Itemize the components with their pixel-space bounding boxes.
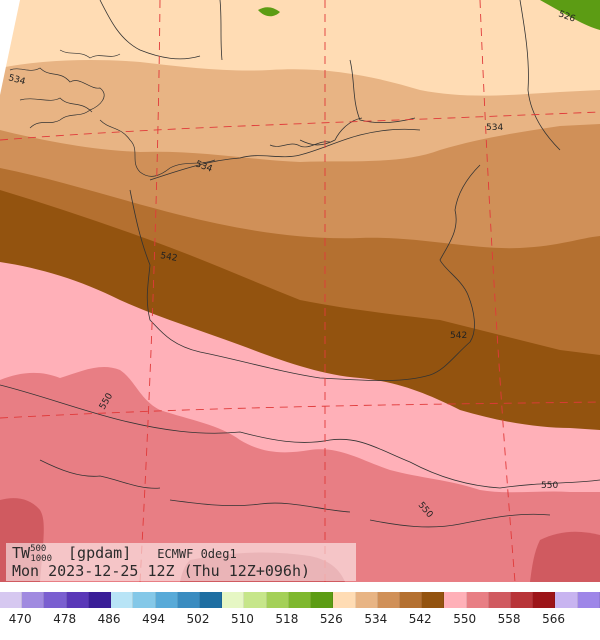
colorbar-tick-label: 478	[53, 612, 77, 626]
colorbar-swatch	[577, 592, 600, 608]
colorbar-swatch	[422, 592, 445, 608]
contour-label: 534	[7, 73, 26, 87]
band-green-n	[258, 7, 280, 17]
colorbar-swatch	[111, 592, 134, 608]
contour-label: 534	[486, 123, 503, 133]
colorbar-swatch	[488, 592, 512, 608]
band-558-east	[530, 531, 600, 582]
colorbar-tick-label: 502	[186, 612, 210, 626]
colorbar-swatch	[399, 592, 423, 608]
projection-corner-nw	[0, 0, 20, 95]
colorbar-swatch	[288, 592, 312, 608]
model-label: ECMWF 0deg1	[157, 547, 237, 561]
colorbar-swatch	[88, 592, 112, 608]
colorbar-tick-label: 542	[408, 612, 432, 626]
variable-superscript: 500	[30, 544, 47, 554]
graticule	[0, 0, 600, 582]
colorbar-swatch	[444, 592, 467, 608]
colorbar-swatch	[133, 592, 156, 608]
variable-name: TW	[12, 544, 31, 562]
colorbar-swatch	[555, 592, 578, 608]
contour-label: 542	[450, 331, 467, 341]
colorbar-swatch	[177, 592, 200, 608]
band-green-ne	[540, 0, 600, 30]
contour-label: 542	[159, 251, 178, 264]
colorbar-swatch	[333, 592, 356, 608]
colorbar-tick-label: 558	[497, 612, 521, 626]
colorbar-swatch	[311, 592, 334, 608]
colorbar-swatch	[377, 592, 400, 608]
colorbar-tick-label: 494	[142, 612, 165, 626]
colorbar-tick-label: 534	[364, 612, 388, 626]
colorbar-tick-label: 566	[542, 612, 565, 626]
contour-label: 550	[541, 481, 558, 491]
coastlines	[9, 49, 331, 177]
map-panel: 534 534 534 542 542 550 550 550 526	[0, 0, 600, 582]
colorbar-swatch	[44, 592, 67, 608]
colorbar-tick-label: 518	[275, 612, 299, 626]
colorbar-swatch	[66, 592, 89, 608]
title-box: TW5001000 [gpdam] ECMWF 0deg1 Mon 2023-12-…	[6, 543, 356, 581]
colorbar-swatch	[22, 592, 45, 608]
colorbar-labels: 470 478 486 494 502 510 518 526 534 542 550 558 566	[0, 612, 600, 632]
colorbar-swatch	[155, 592, 178, 608]
weather-map: 534 534 534 542 542 550 550 550 526	[0, 0, 600, 582]
colorbar-swatch	[266, 592, 289, 608]
colorbar-swatch	[533, 592, 556, 608]
colorbar-tick-label: 526	[319, 612, 343, 626]
colorbar-swatch	[355, 592, 378, 608]
title-line-variable: TW5001000 [gpdam] ECMWF 0deg1	[12, 544, 237, 564]
colorbar	[0, 592, 600, 608]
country-borders	[0, 0, 600, 528]
colorbar-swatch	[222, 592, 245, 608]
colorbar-tick-label: 510	[230, 612, 254, 626]
colorbar-tick-label: 470	[8, 612, 32, 626]
band-554	[0, 367, 600, 582]
colorbar-tick-label: 486	[97, 612, 121, 626]
colorbar-swatch	[244, 592, 267, 608]
colorbar-swatch	[466, 592, 489, 608]
colorbar-swatch	[199, 592, 223, 608]
colorbar-tick-label: 550	[453, 612, 477, 626]
valid-time: Mon 2023-12-25 12Z (Thu 12Z+096h)	[12, 562, 311, 580]
colorbar-swatch	[0, 592, 23, 608]
variable-subscript: 1000	[30, 554, 53, 564]
unit-label: [gpdam]	[68, 544, 132, 562]
colorbar-swatch	[511, 592, 534, 608]
